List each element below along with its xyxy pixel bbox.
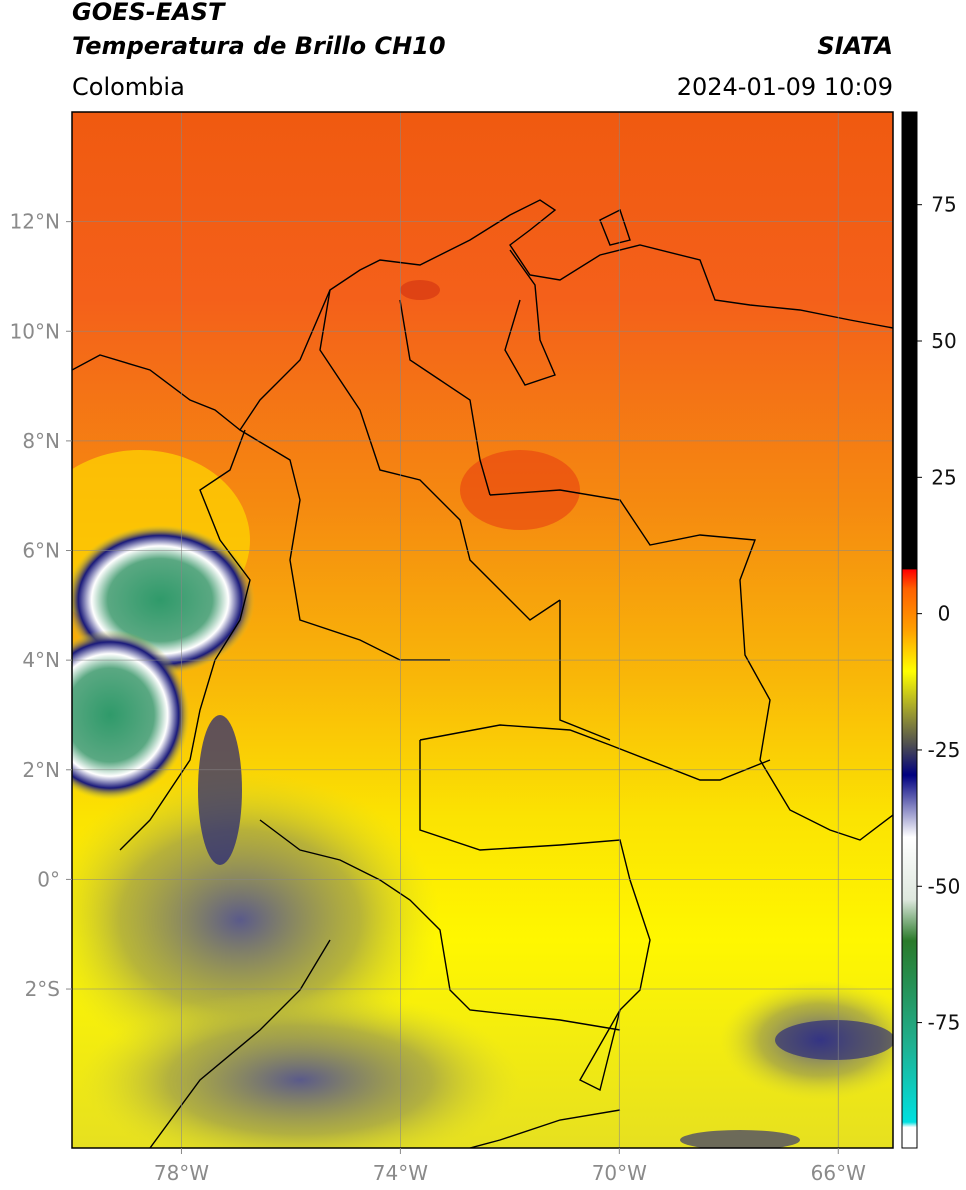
colorbar <box>901 111 918 1149</box>
map-frame <box>71 111 894 1149</box>
y-tick-label: 10°N <box>10 319 60 343</box>
x-tick-label: 70°W <box>592 1161 647 1185</box>
region: Colombia <box>72 73 185 101</box>
colorbar-tick-label: 75 <box>931 193 956 217</box>
colorbar-tick-label: -25 <box>928 738 961 762</box>
y-tick-label: 0° <box>37 867 60 891</box>
y-tick-label: 12°N <box>10 210 60 234</box>
grid <box>72 112 893 1148</box>
x-tick-label: 66°W <box>811 1161 866 1185</box>
colorbar-tick-label: 50 <box>931 329 956 353</box>
x-tick-label: 74°W <box>373 1161 428 1185</box>
colorbar-tick-label: -50 <box>928 874 961 898</box>
y-tick-label: 4°N <box>22 648 60 672</box>
y-tick-label: 8°N <box>22 429 60 453</box>
agency: SIATA <box>817 32 893 60</box>
y-tick-label: 6°N <box>22 539 60 563</box>
colorbar-tick-label: -75 <box>928 1011 961 1035</box>
satellite-image <box>72 112 893 1148</box>
title: GOES-EAST <box>72 0 226 26</box>
y-tick-label: 2°N <box>22 758 60 782</box>
colorbar-tick-label: 0 <box>938 602 951 626</box>
subtitle: Temperatura de Brillo CH10 <box>72 32 446 60</box>
borders <box>72 199 893 1148</box>
colorbar-tick-label: 25 <box>931 465 956 489</box>
datetime: 2024-01-09 10:09 <box>677 73 893 101</box>
y-tick-label: 2°S <box>25 977 60 1001</box>
x-tick-label: 78°W <box>154 1161 209 1185</box>
